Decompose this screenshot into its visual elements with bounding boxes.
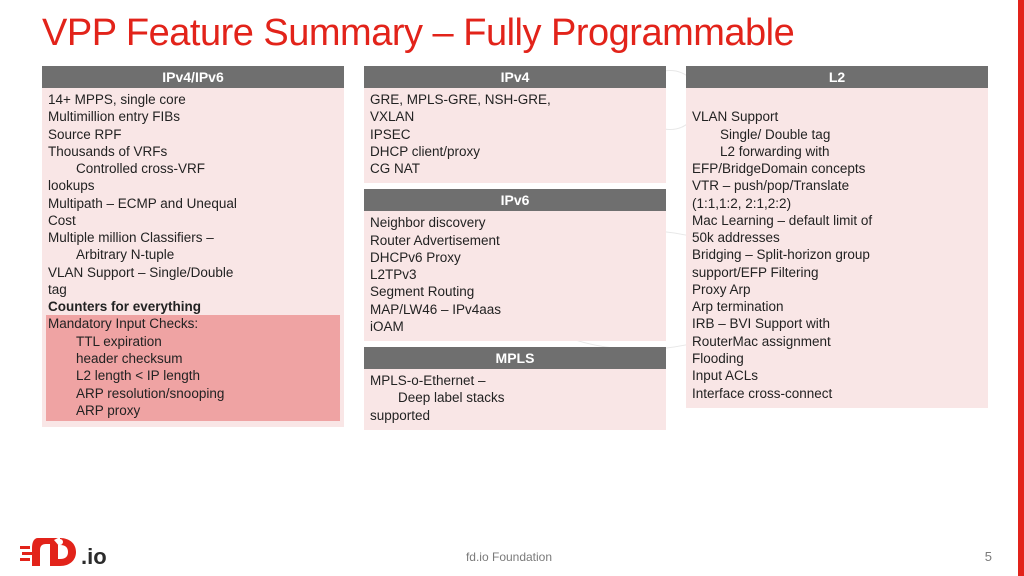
panel-line: Proxy Arp <box>692 281 982 298</box>
panel-line: tag <box>48 281 338 298</box>
panel-line: Counters for everything <box>48 298 338 315</box>
panel: IPv6Neighbor discoveryRouter Advertiseme… <box>364 189 666 341</box>
panel-line: Controlled cross-VRF <box>48 160 338 177</box>
footer: .io fd.io Foundation 5 <box>0 532 1018 576</box>
panel-line: Router Advertisement <box>370 232 660 249</box>
panel-line: (1:1,1:2, 2:1,2:2) <box>692 195 982 212</box>
panel-line: lookups <box>48 177 338 194</box>
panel: IPv4GRE, MPLS-GRE, NSH-GRE,VXLANIPSECDHC… <box>364 66 666 183</box>
panel-line: Cost <box>48 212 338 229</box>
panel-line: VTR – push/pop/Translate <box>692 177 982 194</box>
column-0: IPv4/IPv614+ MPPS, single coreMultimilli… <box>42 66 344 430</box>
panel-line: CG NAT <box>370 160 660 177</box>
panel-body: MPLS-o-Ethernet –Deep label stackssuppor… <box>364 369 666 430</box>
panel-line: Segment Routing <box>370 283 660 300</box>
panel-line: VLAN Support <box>692 108 982 125</box>
panel: IPv4/IPv614+ MPPS, single coreMultimilli… <box>42 66 344 427</box>
panel-line: Arbitrary N-tuple <box>48 246 338 263</box>
panel-line: 14+ MPPS, single core <box>48 91 338 108</box>
panel-line: supported <box>370 407 660 424</box>
panel-line: Flooding <box>692 350 982 367</box>
panel-line: Bridging – Split-horizon group <box>692 246 982 263</box>
panel-line: DHCPv6 Proxy <box>370 249 660 266</box>
panel-body: 14+ MPPS, single coreMultimillion entry … <box>42 88 344 427</box>
columns: IPv4/IPv614+ MPPS, single coreMultimilli… <box>42 66 988 430</box>
panel-body: GRE, MPLS-GRE, NSH-GRE,VXLANIPSECDHCP cl… <box>364 88 666 183</box>
panel-header: MPLS <box>364 347 666 369</box>
panel-header: IPv4/IPv6 <box>42 66 344 88</box>
panel-line: Thousands of VRFs <box>48 143 338 160</box>
highlight-block: Mandatory Input Checks:TTL expirationhea… <box>46 315 340 421</box>
panel-line: L2 forwarding with <box>692 143 982 160</box>
panel-body: Neighbor discoveryRouter AdvertisementDH… <box>364 211 666 341</box>
panel-line: L2 length < IP length <box>48 367 338 384</box>
panel: L2 VLAN SupportSingle/ Double tagL2 forw… <box>686 66 988 408</box>
panel-line: GRE, MPLS-GRE, NSH-GRE, <box>370 91 660 108</box>
panel-line: 50k addresses <box>692 229 982 246</box>
panel-header: IPv4 <box>364 66 666 88</box>
panel-body: VLAN SupportSingle/ Double tagL2 forward… <box>686 88 988 408</box>
panel-line: Multipath – ECMP and Unequal <box>48 195 338 212</box>
panel-line: Deep label stacks <box>370 389 660 406</box>
panel-line: Mandatory Input Checks: <box>48 315 338 332</box>
panel-line: Interface cross-connect <box>692 385 982 402</box>
panel-line: Input ACLs <box>692 367 982 384</box>
panel-line: Mac Learning – default limit of <box>692 212 982 229</box>
panel-line: VLAN Support – Single/Double <box>48 264 338 281</box>
panel-line: Arp termination <box>692 298 982 315</box>
panel-line: TTL expiration <box>48 333 338 350</box>
panel-line: IPSEC <box>370 126 660 143</box>
panel-line: DHCP client/proxy <box>370 143 660 160</box>
panel-line: MPLS-o-Ethernet – <box>370 372 660 389</box>
panel-header: L2 <box>686 66 988 88</box>
footer-center-text: fd.io Foundation <box>0 550 1018 564</box>
panel-line: Single/ Double tag <box>692 126 982 143</box>
panel-line: header checksum <box>48 350 338 367</box>
page-title: VPP Feature Summary – Fully Programmable <box>42 12 794 55</box>
panel-line: Multimillion entry FIBs <box>48 108 338 125</box>
panel-line: iOAM <box>370 318 660 335</box>
panel-line <box>692 91 982 108</box>
panel-line: ARP proxy <box>48 402 338 419</box>
panel-line: VXLAN <box>370 108 660 125</box>
panel-line: Neighbor discovery <box>370 214 660 231</box>
panel-line: Source RPF <box>48 126 338 143</box>
page-number: 5 <box>985 549 992 564</box>
column-2: L2 VLAN SupportSingle/ Double tagL2 forw… <box>686 66 988 430</box>
panel: MPLSMPLS-o-Ethernet –Deep label stackssu… <box>364 347 666 430</box>
slide: VPP Feature Summary – Fully Programmable… <box>0 0 1024 576</box>
panel-line: ARP resolution/snooping <box>48 385 338 402</box>
panel-line: support/EFP Filtering <box>692 264 982 281</box>
panel-line: EFP/BridgeDomain concepts <box>692 160 982 177</box>
panel-line: RouterMac assignment <box>692 333 982 350</box>
panel-header: IPv6 <box>364 189 666 211</box>
column-1: IPv4GRE, MPLS-GRE, NSH-GRE,VXLANIPSECDHC… <box>364 66 666 430</box>
panel-line: L2TPv3 <box>370 266 660 283</box>
panel-line: IRB – BVI Support with <box>692 315 982 332</box>
panel-line: Multiple million Classifiers – <box>48 229 338 246</box>
panel-line: MAP/LW46 – IPv4aas <box>370 301 660 318</box>
